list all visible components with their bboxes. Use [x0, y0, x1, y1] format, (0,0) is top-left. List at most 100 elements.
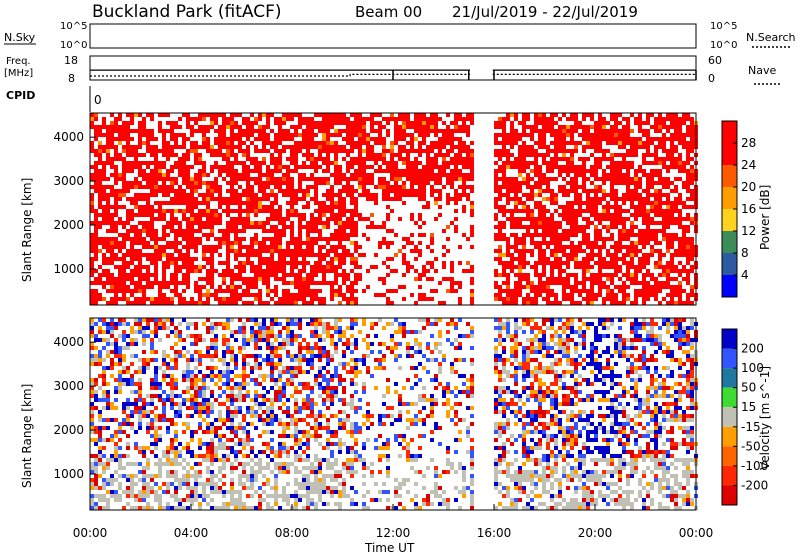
- power-cell: [554, 133, 558, 137]
- power-cell: [298, 149, 302, 153]
- power-cell: [610, 117, 614, 121]
- power-cell: [250, 185, 254, 189]
- velocity-cell: [110, 350, 114, 354]
- velocity-cell: [106, 330, 110, 334]
- power-cell: [174, 193, 178, 197]
- velocity-cell: [102, 346, 106, 350]
- power-cell: [114, 169, 118, 173]
- power-cell: [658, 177, 662, 181]
- power-cell: [346, 253, 350, 257]
- power-cell: [654, 197, 658, 201]
- power-cell: [142, 245, 146, 249]
- power-cell: [602, 133, 606, 137]
- power-cell: [602, 169, 606, 173]
- power-cell: [254, 161, 258, 165]
- power-cell: [326, 261, 330, 265]
- power-cell: [630, 181, 634, 185]
- power-cell: [258, 189, 262, 193]
- power-cell: [142, 221, 146, 225]
- power-cell: [670, 137, 674, 141]
- velocity-cell: [118, 378, 122, 382]
- power-cell: [154, 145, 158, 149]
- power-cell: [290, 249, 294, 253]
- power-cell: [654, 121, 658, 125]
- power-cell: [262, 173, 266, 177]
- power-cell: [230, 269, 234, 273]
- power-cell: [494, 205, 498, 209]
- power-cell: [230, 181, 234, 185]
- power-cell: [630, 153, 634, 157]
- power-cell: [450, 173, 454, 177]
- power-cell: [570, 181, 574, 185]
- velocity-cell: [90, 478, 94, 482]
- power-cell: [390, 301, 394, 305]
- power-cell: [622, 297, 626, 301]
- power-cell: [194, 269, 198, 273]
- power-cell: [90, 297, 94, 301]
- power-cell: [394, 185, 398, 189]
- power-cell: [558, 137, 562, 141]
- power-cell: [326, 189, 330, 193]
- velocity-cell: [90, 498, 94, 502]
- power-cell: [606, 217, 610, 221]
- velocity-cell: [110, 482, 114, 486]
- power-cell: [366, 165, 370, 169]
- power-cell: [414, 125, 418, 129]
- power-cell: [154, 249, 158, 253]
- velocity-cell: [122, 330, 126, 334]
- power-cell: [434, 145, 438, 149]
- power-cell: [330, 173, 334, 177]
- power-cell: [342, 233, 346, 237]
- power-cell: [590, 249, 594, 253]
- power-cell: [662, 161, 666, 165]
- power-cell: [218, 229, 222, 233]
- power-cell: [658, 117, 662, 121]
- power-cell: [434, 161, 438, 165]
- power-cell: [530, 297, 534, 301]
- power-cell: [318, 257, 322, 261]
- power-cell: [534, 205, 538, 209]
- power-cell: [114, 301, 118, 305]
- power-cell: [218, 173, 222, 177]
- power-cell: [274, 241, 278, 245]
- power-cell: [98, 185, 102, 189]
- power-cell: [618, 141, 622, 145]
- power-cell: [414, 257, 418, 261]
- power-cell: [162, 293, 166, 297]
- power-cell: [670, 189, 674, 193]
- power-cell: [170, 273, 174, 277]
- power-cell: [162, 285, 166, 289]
- power-cell: [358, 173, 362, 177]
- power-cell: [590, 277, 594, 281]
- power-cell: [170, 153, 174, 157]
- power-cell: [470, 149, 474, 153]
- power-cell: [458, 161, 462, 165]
- power-cell: [686, 173, 690, 177]
- power-cell: [622, 125, 626, 129]
- power-cell: [558, 117, 562, 121]
- power-cell: [430, 265, 434, 269]
- power-cell: [154, 189, 158, 193]
- power-cell: [498, 189, 502, 193]
- power-cell: [98, 225, 102, 229]
- velocity-cell: [94, 458, 98, 462]
- power-cell: [454, 161, 458, 165]
- power-cell: [102, 205, 106, 209]
- power-cell: [162, 141, 166, 145]
- velocity-cell: [90, 466, 94, 470]
- power-cell: [386, 297, 390, 301]
- power-cell: [574, 253, 578, 257]
- power-cell: [150, 229, 154, 233]
- power-cell: [178, 229, 182, 233]
- power-cell: [558, 249, 562, 253]
- power-cell: [94, 213, 98, 217]
- power-cell: [514, 209, 518, 213]
- power-cell: [202, 293, 206, 297]
- power-cell: [150, 153, 154, 157]
- velocity-cell: [94, 322, 98, 326]
- power-cell: [210, 217, 214, 221]
- power-cell: [242, 261, 246, 265]
- power-cell: [510, 189, 514, 193]
- power-cell: [314, 133, 318, 137]
- power-cell: [610, 161, 614, 165]
